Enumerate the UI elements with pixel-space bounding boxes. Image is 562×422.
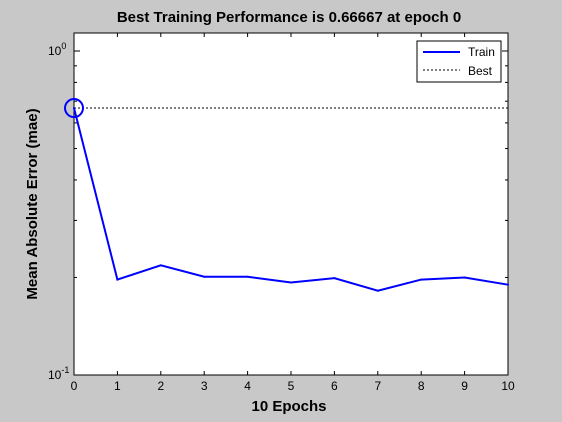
legend: Train Best [416, 40, 502, 83]
train-data-point [159, 264, 162, 267]
train-data-point [73, 107, 75, 110]
chart-title: Best Training Performance is 0.66667 at … [117, 9, 461, 26]
x-tick-label: 10 [501, 379, 515, 393]
legend-label-train: Train [468, 45, 495, 59]
x-axis-ticks: 0 1 2 3 4 5 6 7 8 9 10 [71, 33, 515, 393]
y-tick-label: 10-1 [48, 365, 69, 382]
x-tick-label: 0 [71, 379, 78, 393]
x-tick-label: 9 [461, 379, 468, 393]
train-data-point [246, 275, 249, 278]
x-tick-label: 5 [288, 379, 295, 393]
x-tick-label: 2 [157, 379, 164, 393]
best-point-marker [64, 98, 84, 119]
train-data-point [333, 277, 336, 280]
x-axis-label: 10 Epochs [251, 398, 326, 415]
x-tick-label: 3 [201, 379, 208, 393]
train-data-point [376, 289, 379, 292]
legend-box [416, 40, 502, 83]
x-tick-label: 7 [374, 379, 381, 393]
y-axis-ticks: 100 10-1 [48, 41, 508, 382]
y-tick-label: 100 [48, 41, 66, 58]
x-tick-label: 4 [244, 379, 251, 393]
train-data-point [203, 275, 206, 278]
train-series-points [73, 107, 509, 292]
y-axis-label: Mean Absolute Error (mae) [24, 108, 41, 299]
x-tick-label: 1 [114, 379, 121, 393]
train-data-point [290, 281, 292, 284]
x-tick-label: 6 [331, 379, 338, 393]
legend-label-best: Best [468, 64, 493, 78]
train-data-point [420, 278, 423, 281]
train-data-point [116, 278, 119, 281]
train-data-point [463, 276, 466, 279]
train-data-point [507, 283, 509, 286]
x-tick-label: 8 [418, 379, 425, 393]
plot-area [73, 32, 509, 376]
